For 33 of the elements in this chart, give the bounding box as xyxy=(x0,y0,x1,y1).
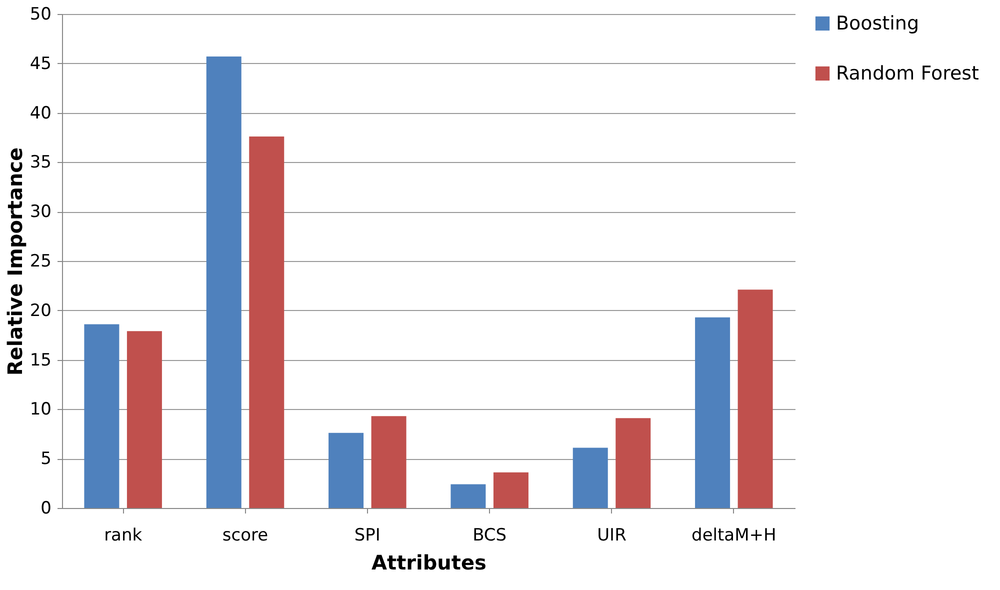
x-tick-label: UIR xyxy=(597,526,627,546)
y-tick-label: 15 xyxy=(30,350,52,370)
bar xyxy=(371,416,406,508)
bar xyxy=(206,56,242,508)
bar xyxy=(572,448,608,508)
bar xyxy=(616,418,651,508)
x-tick-label: rank xyxy=(104,526,142,546)
y-tick-label: 30 xyxy=(30,202,52,222)
y-tick-label: 45 xyxy=(30,54,52,74)
y-axis-title: Relative Importance xyxy=(2,147,27,376)
y-tick-label: 25 xyxy=(30,252,52,272)
bar xyxy=(84,324,120,508)
y-tick-label: 5 xyxy=(40,449,52,470)
bar xyxy=(126,331,162,508)
bar xyxy=(695,317,730,508)
x-tick-label: SPI xyxy=(354,526,380,546)
y-tick-label: 0 xyxy=(40,498,52,518)
x-tick-label: score xyxy=(222,526,268,546)
legend-label: Boosting xyxy=(836,12,920,34)
y-tick-label: 50 xyxy=(30,4,52,24)
bar xyxy=(328,432,364,508)
legend-label: Random Forest xyxy=(836,62,980,84)
y-tick-label: 10 xyxy=(30,400,52,420)
bar xyxy=(738,290,773,508)
y-tick-label: 20 xyxy=(30,300,52,321)
bar xyxy=(249,136,284,508)
x-axis-title: Attributes xyxy=(372,550,486,574)
y-tick-label: 40 xyxy=(30,103,52,124)
x-tick-label: deltaM+H xyxy=(692,526,776,546)
y-tick-label: 35 xyxy=(30,152,52,173)
x-tick-label: BCS xyxy=(472,526,507,546)
bar xyxy=(450,484,486,508)
bar xyxy=(493,472,528,508)
